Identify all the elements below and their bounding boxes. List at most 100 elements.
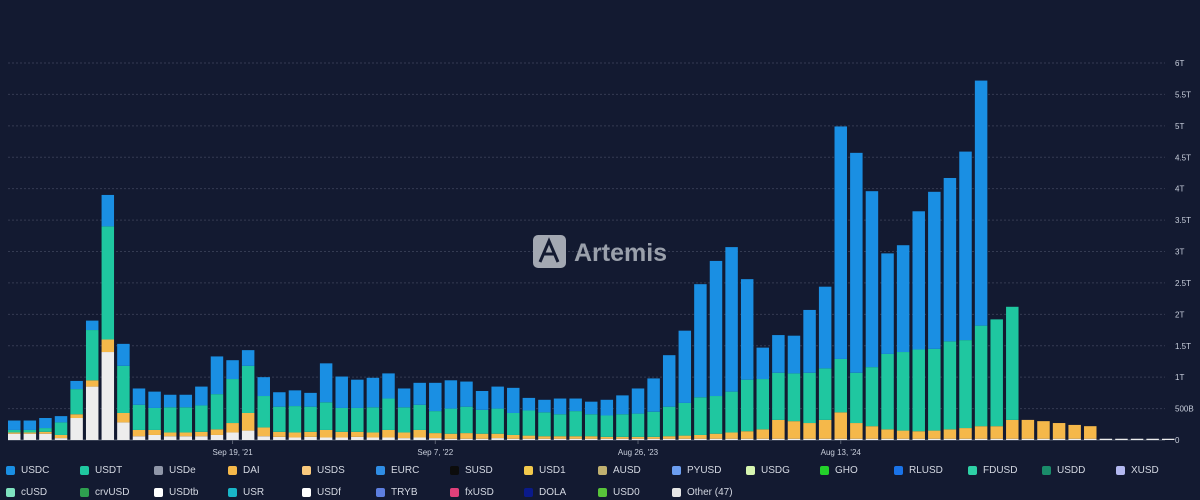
legend-item-xusd[interactable]: XUSD xyxy=(1116,463,1190,477)
bar-segment-usdt[interactable] xyxy=(117,365,130,413)
bar-segment-usdt[interactable] xyxy=(990,319,1003,427)
bar-segment-other-47[interactable] xyxy=(1146,438,1159,440)
bar-segment-dai[interactable] xyxy=(1052,423,1066,439)
bar-segment-dai[interactable] xyxy=(132,429,146,437)
bar-segment-other-47[interactable] xyxy=(772,438,785,440)
bar-segment-other-47[interactable] xyxy=(990,438,1003,440)
legend-item-usds[interactable]: USDS xyxy=(302,463,376,477)
bar-segment-dai[interactable] xyxy=(850,423,863,439)
bar-segment-other-47[interactable] xyxy=(1037,438,1050,440)
bar-segment-dai[interactable] xyxy=(273,431,286,437)
bar-segment-other-47[interactable] xyxy=(1068,438,1081,440)
bar-segment-dai[interactable] xyxy=(662,436,676,439)
bar-segment-dai[interactable] xyxy=(553,436,567,439)
bar-segment-dai[interactable] xyxy=(101,339,115,353)
bar-segment-other-47[interactable] xyxy=(241,430,255,440)
bar-segment-usdt[interactable] xyxy=(912,349,925,432)
bar-segment-other-47[interactable] xyxy=(896,438,910,440)
bar-segment-other-47[interactable] xyxy=(694,438,707,440)
bar-segment-usdc[interactable] xyxy=(257,377,270,397)
bar-segment-other-47[interactable] xyxy=(195,436,208,440)
bar-segment-dai[interactable] xyxy=(491,433,504,439)
bar-segment-dai[interactable] xyxy=(616,436,629,439)
legend-item-fxusd[interactable]: fxUSD xyxy=(450,485,524,499)
bar-segment-other-47[interactable] xyxy=(850,438,863,440)
bar-segment-usdt[interactable] xyxy=(179,407,193,433)
legend-item-gho[interactable]: GHO xyxy=(820,463,894,477)
legend-item-eurc[interactable]: EURC xyxy=(376,463,450,477)
bar-segment-dai[interactable] xyxy=(195,431,208,437)
bar-segment-usdt[interactable] xyxy=(8,429,21,433)
legend-item-tryb[interactable]: TRYB xyxy=(376,485,450,499)
bar-segment-usdt[interactable] xyxy=(850,372,863,424)
bar-segment-other-47[interactable] xyxy=(585,438,598,440)
bar-segment-dai[interactable] xyxy=(725,432,738,439)
bar-segment-usdt[interactable] xyxy=(351,407,364,432)
bar-segment-other-47[interactable] xyxy=(70,418,83,440)
bar-segment-other-47[interactable] xyxy=(335,437,348,440)
bar-segment-usdt[interactable] xyxy=(974,325,988,427)
bar-segment-dai[interactable] xyxy=(210,429,224,435)
legend-item-usr[interactable]: USR xyxy=(228,485,302,499)
bar-segment-usdt[interactable] xyxy=(444,408,458,434)
bar-segment-usdc[interactable] xyxy=(834,126,847,359)
bar-segment-other-47[interactable] xyxy=(1099,438,1113,440)
bar-segment-usdt[interactable] xyxy=(70,389,83,415)
bar-segment-other-47[interactable] xyxy=(210,434,224,440)
bar-segment-usdc[interactable] xyxy=(117,343,130,366)
bar-segment-dai[interactable] xyxy=(507,434,520,439)
bar-segment-other-47[interactable] xyxy=(631,438,645,440)
bar-segment-dai[interactable] xyxy=(413,429,426,438)
legend-item-crvusd[interactable]: crvUSD xyxy=(80,485,154,499)
bar-segment-other-47[interactable] xyxy=(818,438,832,440)
bar-segment-usdt[interactable] xyxy=(834,358,847,413)
bar-segment-dai[interactable] xyxy=(631,436,645,439)
legend-item-ausd[interactable]: AUSD xyxy=(598,463,672,477)
bar-segment-usdc[interactable] xyxy=(491,386,504,409)
bar-segment-usdt[interactable] xyxy=(382,398,395,430)
bar-segment-dai[interactable] xyxy=(585,436,598,439)
legend-item-other-47[interactable]: Other (47) xyxy=(672,485,746,499)
bar-segment-usdt[interactable] xyxy=(460,406,473,434)
bar-segment-other-47[interactable] xyxy=(382,437,395,440)
bar-segment-usdc[interactable] xyxy=(507,387,520,413)
bar-segment-usdc[interactable] xyxy=(678,330,692,403)
bar-segment-usdc[interactable] xyxy=(585,401,598,415)
bar-segment-usdt[interactable] xyxy=(273,406,286,432)
bar-segment-dai[interactable] xyxy=(756,429,770,439)
bar-segment-other-47[interactable] xyxy=(101,352,115,440)
bar-segment-other-47[interactable] xyxy=(413,437,426,440)
bar-segment-usdt[interactable] xyxy=(616,414,629,437)
bar-segment-usdc[interactable] xyxy=(366,377,380,408)
bar-segment-dai[interactable] xyxy=(600,436,614,439)
bar-segment-other-47[interactable] xyxy=(709,438,723,440)
bar-segment-usdt[interactable] xyxy=(538,412,551,437)
bar-segment-dai[interactable] xyxy=(974,426,988,439)
bar-segment-other-47[interactable] xyxy=(226,432,239,440)
bar-segment-dai[interactable] xyxy=(366,432,380,438)
bar-segment-usdc[interactable] xyxy=(912,211,925,350)
bar-segment-usdc[interactable] xyxy=(538,399,551,413)
bar-segment-usdt[interactable] xyxy=(163,407,177,433)
bar-segment-usdc[interactable] xyxy=(132,388,146,405)
bar-segment-usdc[interactable] xyxy=(616,395,629,415)
bar-segment-other-47[interactable] xyxy=(429,438,442,440)
bar-segment-usdc[interactable] xyxy=(850,152,863,373)
bar-segment-usdt[interactable] xyxy=(585,414,598,437)
bar-segment-other-47[interactable] xyxy=(569,438,582,440)
bar-segment-usdt[interactable] xyxy=(288,406,302,433)
bar-segment-usdc[interactable] xyxy=(8,420,21,430)
bar-segment-usdc[interactable] xyxy=(23,420,37,430)
bar-segment-usdc[interactable] xyxy=(382,373,395,399)
bar-segment-other-47[interactable] xyxy=(600,438,614,440)
legend-item-usd1[interactable]: USD1 xyxy=(524,463,598,477)
bar-segment-usdt[interactable] xyxy=(257,396,270,428)
bar-segment-dai[interactable] xyxy=(382,429,395,438)
bar-segment-usdt[interactable] xyxy=(413,404,426,430)
bar-segment-other-47[interactable] xyxy=(616,438,629,440)
bar-segment-usdt[interactable] xyxy=(335,407,348,432)
bar-segment-dai[interactable] xyxy=(351,431,364,437)
bar-segment-dai[interactable] xyxy=(1006,419,1019,439)
bar-segment-usdc[interactable] xyxy=(288,390,302,407)
bar-segment-usdc[interactable] xyxy=(226,360,239,380)
